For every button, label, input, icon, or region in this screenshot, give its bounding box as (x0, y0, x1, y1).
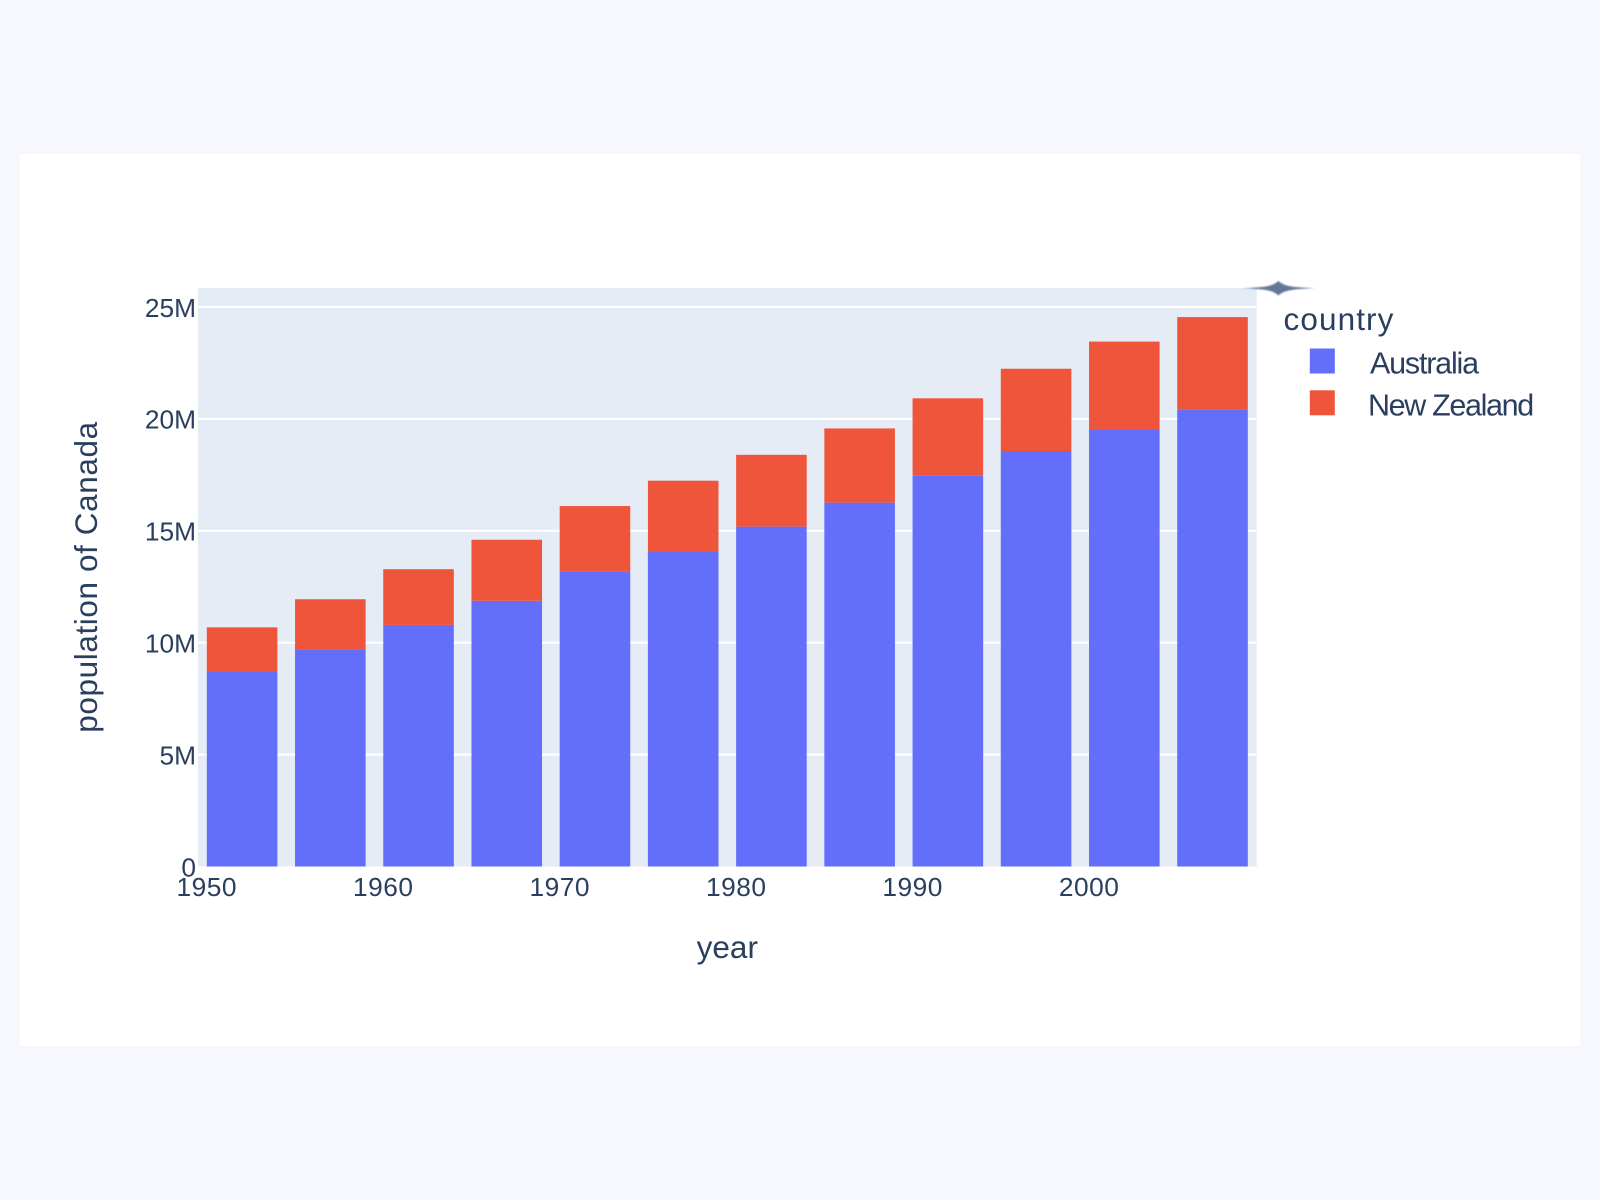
svg-text:New Zealand: New Zealand (1368, 389, 1533, 423)
svg-text:1990: 1990 (882, 872, 943, 902)
svg-text:20M: 20M (145, 405, 196, 435)
svg-text:1960: 1960 (353, 872, 414, 902)
svg-text:5M: 5M (159, 740, 196, 770)
svg-text:0: 0 (181, 852, 196, 882)
svg-text:1980: 1980 (706, 872, 767, 902)
svg-text:population of Canada: population of Canada (68, 421, 104, 733)
svg-text:Australia: Australia (1370, 347, 1479, 381)
svg-text:1950: 1950 (177, 872, 238, 902)
svg-text:25M: 25M (145, 293, 196, 323)
svg-text:15M: 15M (145, 517, 196, 547)
svg-text:country: country (1284, 301, 1395, 337)
svg-text:1970: 1970 (529, 872, 590, 902)
svg-text:year: year (697, 929, 758, 965)
svg-text:2000: 2000 (1059, 872, 1120, 902)
svg-text:10M: 10M (145, 629, 196, 659)
